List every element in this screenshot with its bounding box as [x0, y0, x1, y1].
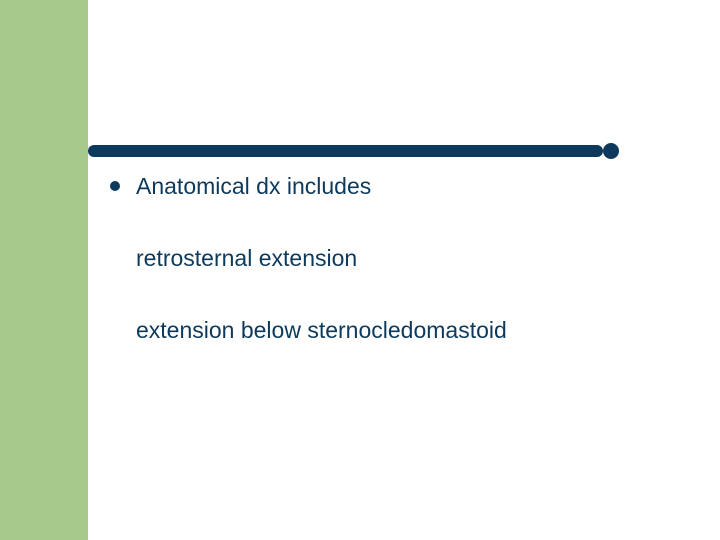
- sub-item-text: extension below sternocledomastoid: [136, 316, 670, 346]
- bullet-item: Anatomical dx includes: [110, 172, 670, 202]
- sidebar-accent: [0, 0, 88, 540]
- sub-item-text: retrosternal extension: [136, 244, 670, 274]
- sub-item: retrosternal extension: [136, 244, 670, 274]
- sub-item: extension below sternocledomastoid: [136, 316, 670, 346]
- slide-content: Anatomical dx includes retrosternal exte…: [110, 172, 670, 388]
- horizontal-rule-dot: [603, 143, 619, 159]
- bullet-text: Anatomical dx includes: [136, 172, 371, 202]
- bullet-marker: [110, 181, 120, 191]
- horizontal-rule: [88, 145, 603, 157]
